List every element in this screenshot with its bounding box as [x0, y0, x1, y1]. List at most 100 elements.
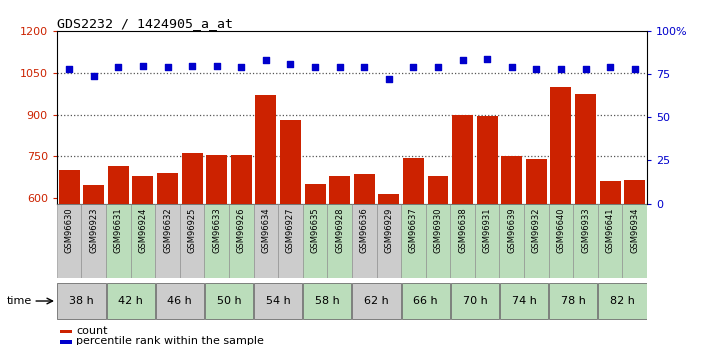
Point: [358, 65, 370, 70]
Bar: [255, 95, 277, 345]
Bar: [451, 283, 499, 319]
Text: GSM96634: GSM96634: [262, 207, 270, 253]
Text: GSM96929: GSM96929: [385, 207, 393, 253]
Point: [285, 61, 296, 67]
Bar: [107, 283, 155, 319]
Bar: [254, 283, 302, 319]
Bar: [477, 116, 498, 345]
Bar: [60, 330, 72, 333]
Bar: [624, 180, 645, 345]
Point: [530, 66, 542, 72]
Text: 62 h: 62 h: [364, 296, 389, 306]
Text: 82 h: 82 h: [610, 296, 635, 306]
Bar: [180, 204, 205, 278]
Bar: [500, 283, 548, 319]
Point: [629, 66, 641, 72]
Text: time: time: [6, 296, 31, 306]
Text: GSM96933: GSM96933: [581, 207, 590, 253]
Text: GSM96927: GSM96927: [286, 207, 295, 253]
Point: [407, 65, 419, 70]
Text: GSM96923: GSM96923: [90, 207, 98, 253]
Text: GSM96931: GSM96931: [483, 207, 492, 253]
Bar: [329, 176, 350, 345]
Bar: [354, 174, 375, 345]
Bar: [378, 194, 400, 345]
Bar: [108, 166, 129, 345]
Bar: [402, 283, 450, 319]
Bar: [131, 204, 155, 278]
Point: [235, 65, 247, 70]
Bar: [450, 204, 475, 278]
Point: [604, 65, 616, 70]
Point: [481, 56, 493, 61]
Bar: [377, 204, 401, 278]
Bar: [231, 155, 252, 345]
Text: GSM96638: GSM96638: [458, 207, 467, 253]
Bar: [157, 173, 178, 345]
Text: 74 h: 74 h: [512, 296, 537, 306]
Text: GSM96639: GSM96639: [507, 207, 516, 253]
Bar: [475, 204, 499, 278]
Text: 78 h: 78 h: [561, 296, 586, 306]
Text: GSM96633: GSM96633: [212, 207, 221, 253]
Text: percentile rank within the sample: percentile rank within the sample: [76, 336, 264, 345]
Bar: [352, 204, 377, 278]
Bar: [304, 184, 326, 345]
Bar: [599, 283, 646, 319]
Point: [334, 65, 346, 70]
Text: 70 h: 70 h: [463, 296, 487, 306]
Bar: [82, 204, 106, 278]
Bar: [58, 283, 105, 319]
Point: [555, 66, 567, 72]
Bar: [182, 154, 203, 345]
Bar: [278, 204, 303, 278]
Point: [137, 63, 149, 68]
Bar: [57, 204, 82, 278]
Bar: [155, 204, 180, 278]
Bar: [573, 204, 598, 278]
Text: GSM96934: GSM96934: [630, 207, 639, 253]
Text: GSM96925: GSM96925: [188, 207, 197, 253]
Point: [162, 65, 173, 70]
Bar: [106, 204, 131, 278]
Point: [63, 66, 75, 72]
Bar: [452, 115, 473, 345]
Text: GSM96926: GSM96926: [237, 207, 246, 253]
Bar: [205, 204, 229, 278]
Bar: [501, 156, 522, 345]
Text: GSM96635: GSM96635: [311, 207, 319, 253]
Bar: [550, 87, 572, 345]
Text: GSM96637: GSM96637: [409, 207, 418, 253]
Bar: [599, 181, 621, 345]
Bar: [132, 176, 154, 345]
Text: 38 h: 38 h: [69, 296, 94, 306]
Bar: [575, 93, 596, 345]
Bar: [403, 158, 424, 345]
Text: GSM96630: GSM96630: [65, 207, 74, 253]
Bar: [499, 204, 524, 278]
Bar: [60, 340, 72, 344]
Point: [211, 63, 223, 68]
Point: [186, 63, 198, 68]
Point: [383, 77, 395, 82]
Text: GSM96930: GSM96930: [434, 207, 442, 253]
Text: GSM96636: GSM96636: [360, 207, 369, 253]
Point: [457, 58, 469, 63]
Bar: [622, 204, 647, 278]
Bar: [598, 204, 622, 278]
Point: [260, 58, 272, 63]
Text: GSM96924: GSM96924: [139, 207, 147, 253]
Text: GDS2232 / 1424905_a_at: GDS2232 / 1424905_a_at: [57, 17, 233, 30]
Bar: [304, 283, 351, 319]
Bar: [280, 120, 301, 345]
Text: 54 h: 54 h: [266, 296, 291, 306]
Text: GSM96632: GSM96632: [163, 207, 172, 253]
Text: 42 h: 42 h: [118, 296, 143, 306]
Bar: [205, 283, 253, 319]
Bar: [83, 186, 105, 345]
Text: GSM96932: GSM96932: [532, 207, 541, 253]
Bar: [524, 204, 549, 278]
Bar: [303, 204, 327, 278]
Bar: [156, 283, 204, 319]
Text: GSM96631: GSM96631: [114, 207, 123, 253]
